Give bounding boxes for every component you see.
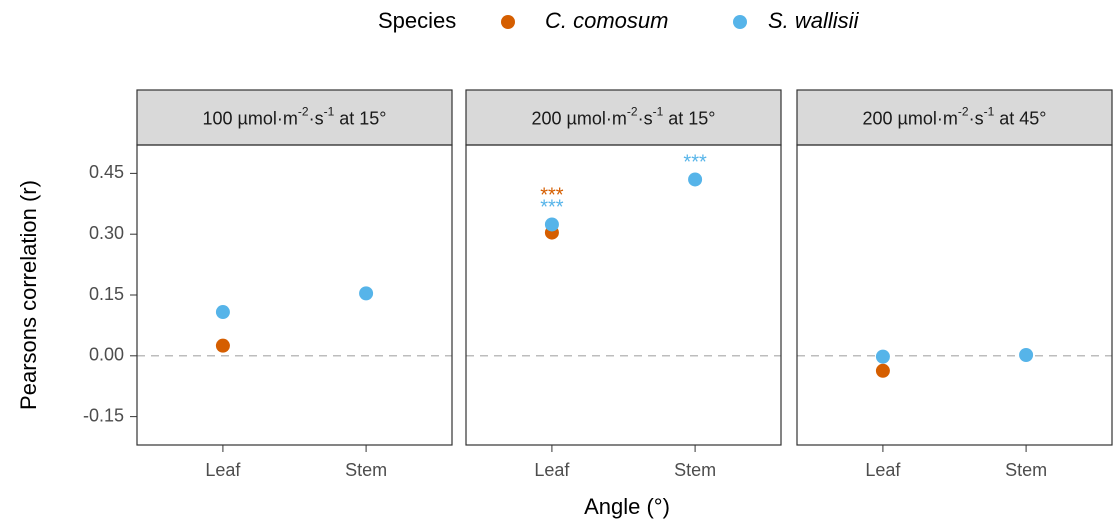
strip-superscript: -2 — [298, 105, 309, 119]
strip-title: 200 µmol·m-2·s-1 at 15° — [532, 105, 716, 129]
legend-label: C. comosum — [545, 8, 668, 33]
strip-text-part: ·s — [638, 108, 653, 128]
strip-text-part: at 15° — [663, 108, 715, 128]
point — [359, 286, 374, 301]
y-tick-label: -0.15 — [83, 405, 124, 425]
x-tick-label: Leaf — [534, 460, 570, 480]
strip — [465, 89, 782, 146]
y-tick-label: 0.00 — [89, 345, 124, 365]
point — [875, 363, 890, 378]
panel-border — [136, 144, 453, 446]
strip-text-part: at 15° — [334, 108, 386, 128]
significance-label: *** — [683, 152, 707, 174]
point — [1019, 348, 1034, 362]
strip-title: 100 µmol·m-2·s-1 at 15° — [203, 105, 387, 129]
legend-label: S. wallisii — [768, 8, 860, 33]
y-tick-label: 0.15 — [89, 284, 124, 304]
point — [215, 305, 230, 320]
strip-superscript: -2 — [958, 105, 969, 119]
strip-text-part: 200 µmol·m — [532, 108, 627, 128]
x-axis-label: Angle (°) — [584, 494, 670, 519]
strip-superscript: -2 — [627, 105, 638, 119]
strip-text-part: at 45° — [994, 108, 1046, 128]
strip — [796, 89, 1113, 146]
panel-border — [465, 144, 782, 446]
x-tick-label: Leaf — [865, 460, 901, 480]
legend-marker — [501, 15, 515, 29]
panel-border — [796, 144, 1113, 446]
y-axis-label: Pearsons correlation (r) — [16, 180, 41, 410]
x-tick-label: Stem — [674, 460, 716, 480]
legend-title: Species — [378, 8, 456, 33]
legend-marker — [733, 15, 747, 29]
point — [215, 338, 230, 353]
point — [544, 217, 559, 232]
strip-text-part: 200 µmol·m — [863, 108, 958, 128]
strip-superscript: -1 — [653, 105, 664, 119]
strip-text-part: ·s — [309, 108, 324, 128]
significance-label: *** — [540, 197, 564, 219]
strip-superscript: -1 — [324, 105, 335, 119]
point — [875, 349, 890, 364]
strip-title: 200 µmol·m-2·s-1 at 45° — [863, 105, 1047, 129]
significance-label: *** — [540, 185, 564, 207]
strip-text-part: ·s — [969, 108, 984, 128]
point — [688, 172, 703, 187]
x-tick-label: Leaf — [205, 460, 241, 480]
y-tick-label: 0.45 — [89, 162, 124, 182]
x-tick-label: Stem — [1005, 460, 1047, 480]
y-tick-label: 0.30 — [89, 223, 124, 243]
strip — [136, 89, 453, 146]
strip-text-part: 100 µmol·m — [203, 108, 298, 128]
strip-superscript: -1 — [984, 105, 995, 119]
x-tick-label: Stem — [345, 460, 387, 480]
